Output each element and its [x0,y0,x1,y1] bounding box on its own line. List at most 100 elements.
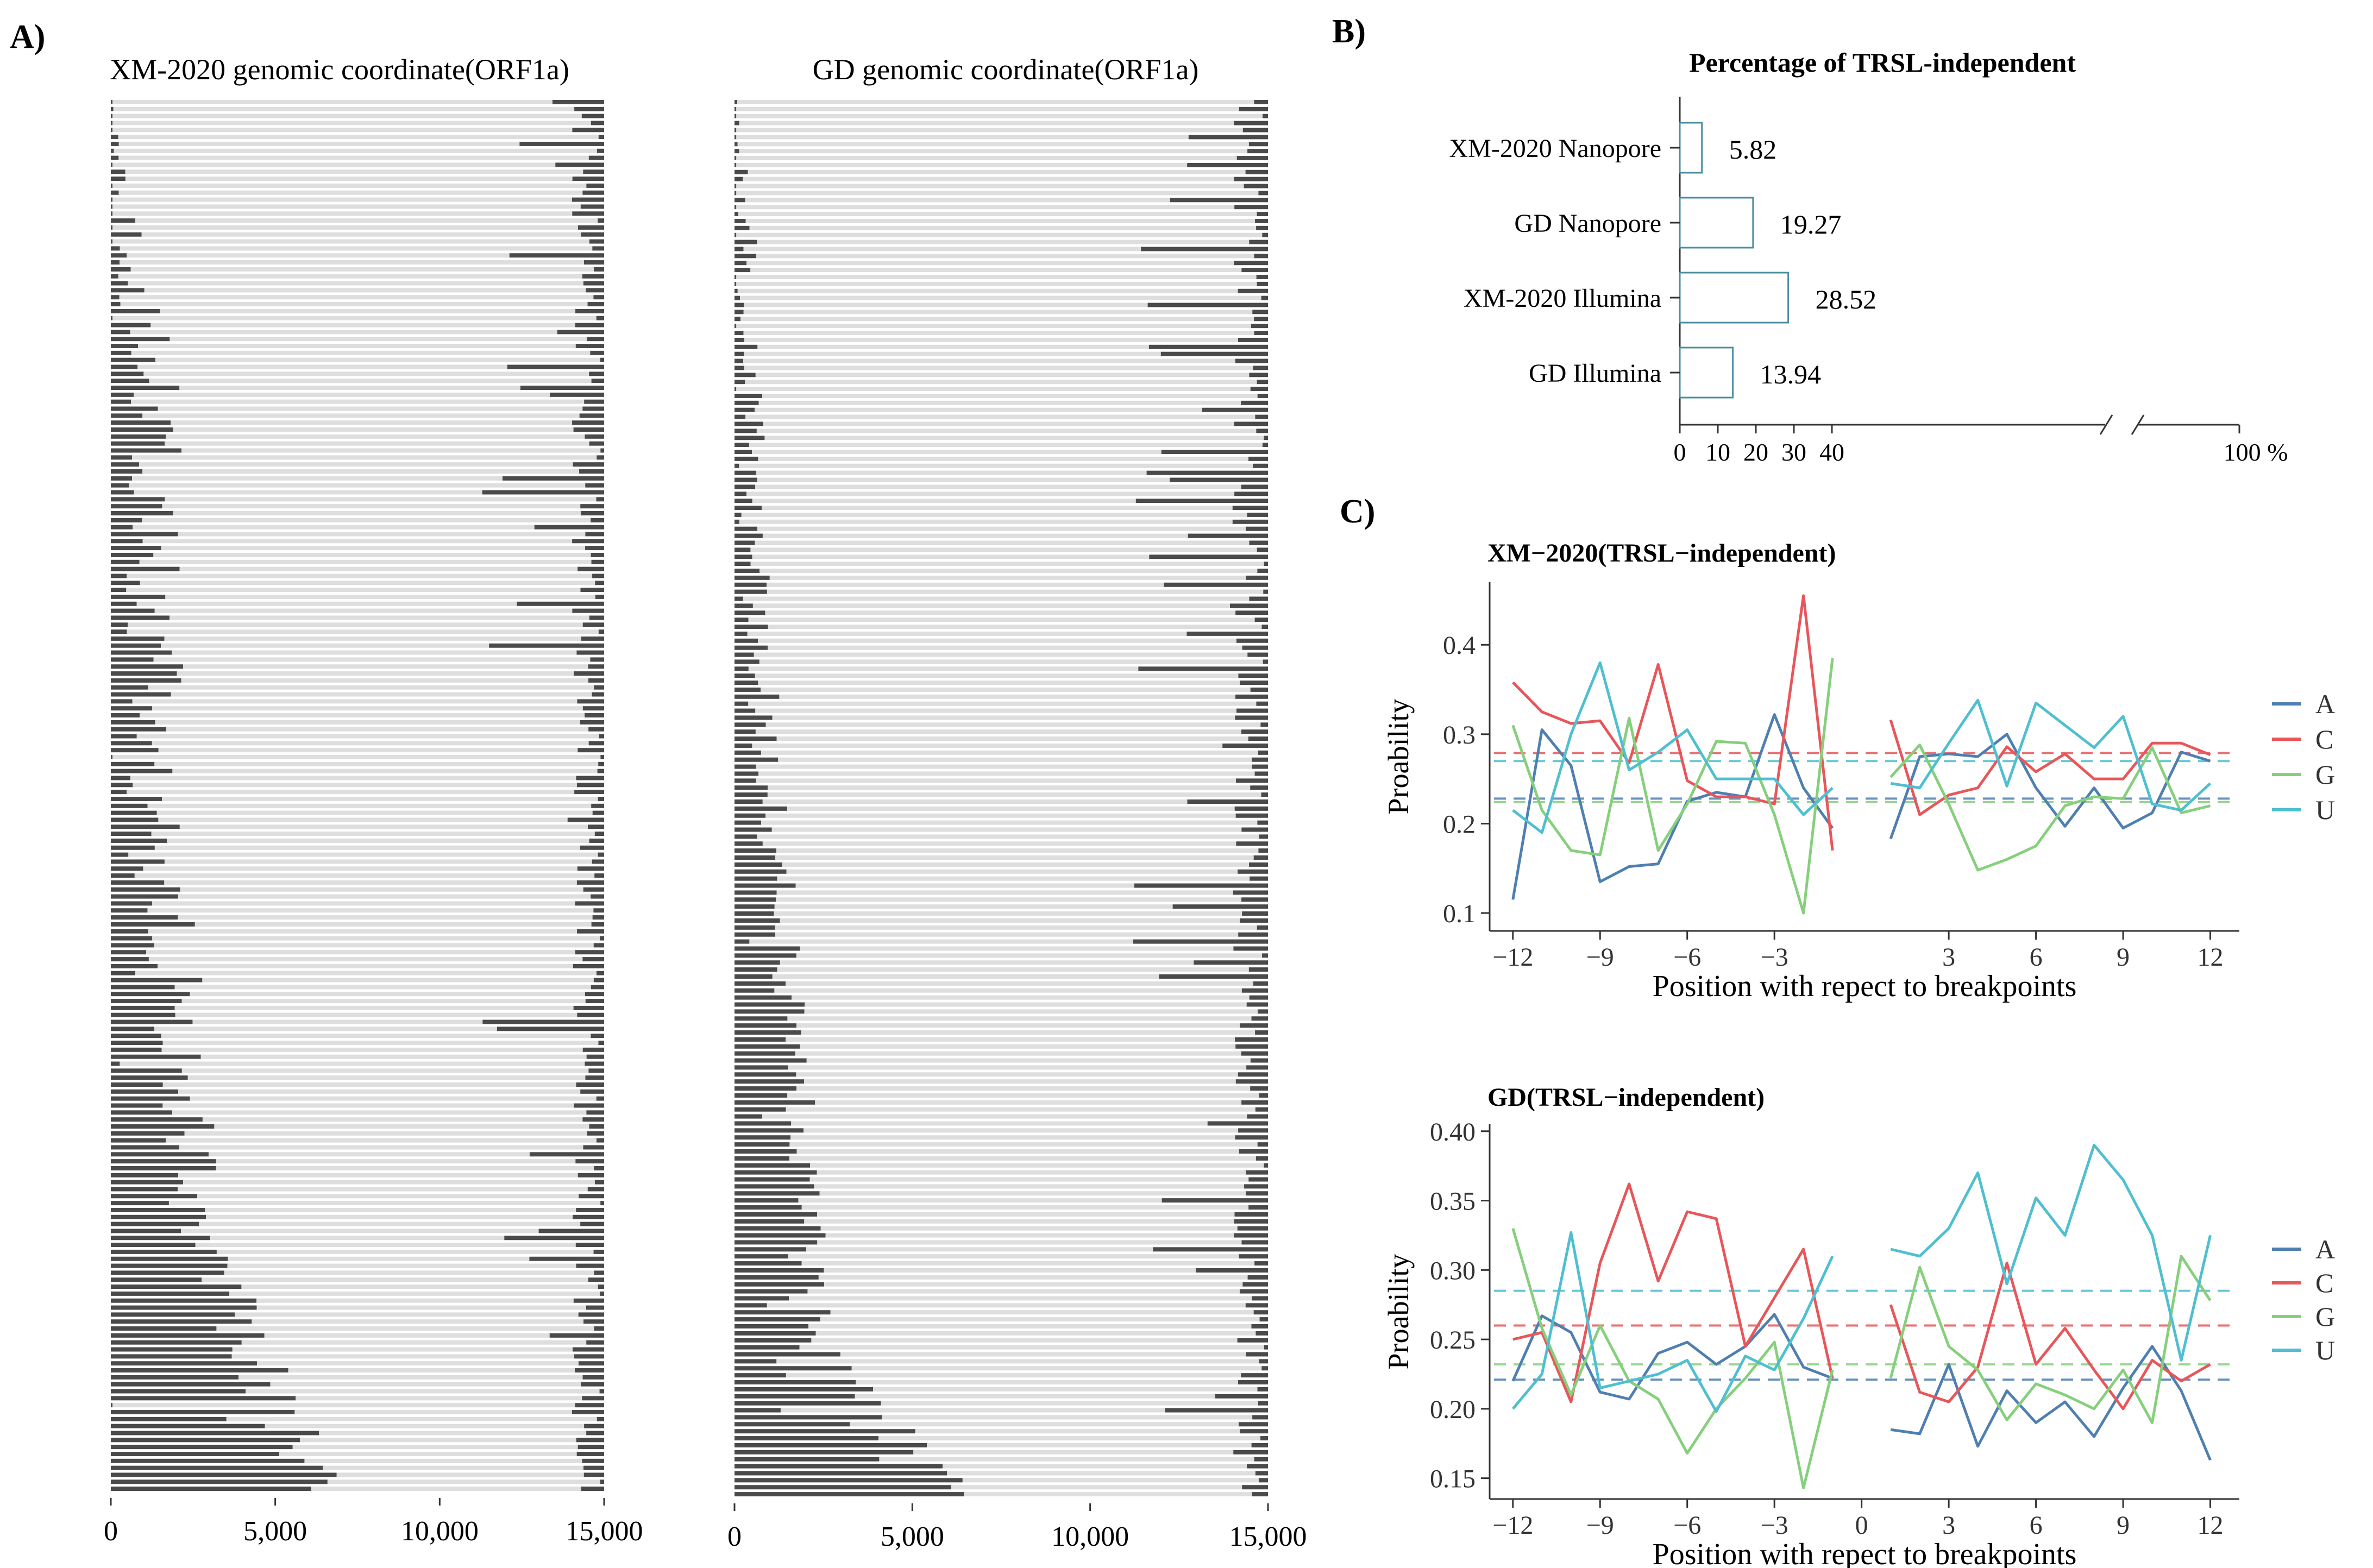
junction-right-segment [593,295,604,300]
junction-gap [804,1219,1234,1224]
junction-gap [153,552,591,557]
junction-gap [792,995,1250,1000]
junction-left-segment [734,618,749,622]
junction-right-segment [1252,1415,1268,1420]
junction-left-segment [111,155,119,160]
junction-gap [161,546,586,551]
junction-left-segment [111,832,152,836]
junction-right-segment [1257,393,1268,398]
junction-left-segment [111,525,133,530]
junction-left-segment [111,386,180,390]
junction-right-segment [594,1166,604,1170]
chart-a1: XM-2020 genomic coordinate(ORF1a) 0 5,000… [104,53,643,1547]
junction-right-segment [578,1361,604,1366]
junction-right-segment [1242,1485,1268,1490]
junction-right-segment [1235,358,1268,363]
junction-left-segment [111,1375,239,1380]
junction-right-segment [1241,484,1268,489]
junction-right-segment [1259,1093,1268,1098]
junction-left-segment [734,351,744,356]
junction-gap [197,1194,579,1199]
junction-right-segment [1202,407,1268,412]
junction-right-segment [576,1438,604,1443]
junction-right-segment [575,344,604,349]
junction-gap [806,1247,1153,1252]
junction-gap [758,400,1241,405]
x-tick-label: 9 [2117,1511,2130,1540]
junction-gap [745,218,1255,223]
junction-left-segment [111,190,119,195]
junction-right-segment [597,769,604,773]
junction-right-segment [1194,960,1268,965]
junction-right-segment [593,908,604,913]
x-tick-label: 15,000 [1229,1521,1307,1552]
junction-right-segment [588,155,604,160]
junction-left-segment [734,1156,789,1161]
junction-gap [763,421,1234,426]
junction-gap [824,1268,1196,1273]
junction-left-segment [111,581,140,585]
junction-left-segment [111,441,165,446]
junction-gap [774,904,1173,909]
junction-right-segment [587,302,604,307]
junction-gap [300,1438,576,1443]
junction-right-segment [1149,555,1268,559]
junction-gap [739,121,1234,125]
junction-right-segment [1153,1247,1268,1252]
junction-right-segment [587,824,604,829]
x-tick-label: 6 [2030,1511,2043,1540]
junction-gap [761,820,1258,825]
junction-right-segment [577,1173,604,1177]
junction-gap [777,876,1250,881]
junction-left-segment [111,337,170,342]
category-label: GD Nanopore [1514,209,1661,238]
junction-left-segment [111,1465,323,1470]
junction-gap [158,406,583,411]
junction-right-segment [1238,869,1268,874]
junction-gap [762,1114,1247,1119]
x-tick-label: 10,000 [1051,1521,1129,1552]
junction-left-segment [111,434,166,439]
junction-gap [114,148,597,153]
chart-b: Percentage of TRSL-independent XM-2020 N… [1449,47,2288,466]
junction-right-segment [586,1054,604,1059]
junction-gap [736,232,1263,237]
junction-right-segment [1246,575,1268,580]
junction-left-segment [734,477,757,482]
junction-right-segment [1234,205,1268,210]
junction-gap [118,141,520,146]
junction-gap [748,618,1255,622]
junction-right-segment [574,106,604,111]
junction-left-segment [734,1191,820,1196]
junction-left-segment [111,657,154,662]
junction-gap [737,100,1254,104]
junction-gap [155,357,600,362]
junction-left-segment [734,337,745,342]
series-line-A-right [1889,733,2211,840]
junction-right-segment [599,1389,604,1394]
junction-left-segment [734,288,738,293]
junction-right-segment [581,232,604,237]
junction-gap [120,1061,585,1066]
junction-left-segment [734,1268,824,1273]
junction-right-segment [1235,715,1268,720]
junction-gap [755,729,1241,734]
junction-left-segment [734,540,755,545]
junction-left-segment [734,295,740,300]
junction-right-segment [582,957,604,962]
junction-right-segment [597,1416,604,1421]
junction-right-segment [538,1229,604,1233]
junction-left-segment [734,1058,807,1063]
junction-gap [152,741,589,746]
junction-gap [151,832,595,836]
junction-left-segment [734,708,756,713]
junction-gap [772,974,1159,979]
junction-gap [166,434,585,439]
junction-right-segment [575,1403,604,1408]
legend-label: A [2315,689,2335,719]
junction-right-segment [1258,750,1268,755]
junction-gap [736,135,1189,140]
junction-gap [743,331,1254,336]
junction-right-segment [1248,967,1268,972]
junction-gap [179,566,578,571]
